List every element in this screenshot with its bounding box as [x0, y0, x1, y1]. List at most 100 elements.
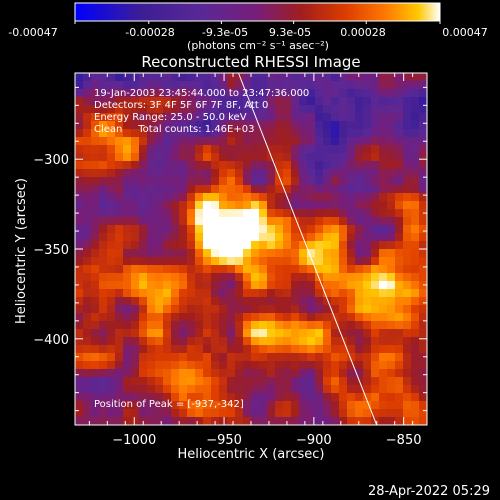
heatmap-cell — [363, 113, 372, 122]
heatmap-cell — [323, 185, 332, 194]
heatmap-cell — [211, 377, 220, 386]
heatmap-cell — [99, 273, 108, 282]
heatmap-cell — [243, 153, 252, 162]
heatmap-cell — [315, 305, 324, 314]
heatmap-cell — [155, 401, 164, 410]
heatmap-cell — [267, 321, 276, 330]
heatmap-cell — [315, 217, 324, 226]
heatmap-cell — [419, 233, 427, 242]
heatmap-cell — [147, 113, 156, 122]
heatmap-cell — [275, 193, 284, 202]
heatmap-cell — [227, 153, 236, 162]
heatmap-cell — [331, 361, 340, 370]
heatmap-cell — [275, 385, 284, 394]
heatmap-cell — [107, 193, 116, 202]
heatmap-cell — [83, 169, 92, 178]
heatmap-cell — [315, 257, 324, 266]
heatmap-cell — [363, 161, 372, 170]
heatmap-cell — [283, 369, 292, 378]
heatmap-cell — [315, 153, 324, 162]
heatmap-cell — [411, 145, 420, 154]
heatmap-cell — [75, 297, 84, 306]
heatmap-cell — [251, 161, 260, 170]
heatmap-cell — [387, 73, 396, 82]
heatmap-cell — [83, 329, 92, 338]
heatmap-cell — [235, 97, 244, 106]
heatmap-cell — [99, 137, 108, 146]
heatmap-cell — [163, 193, 172, 202]
heatmap-cell — [195, 401, 204, 410]
heatmap-cell — [107, 297, 116, 306]
heatmap-cell — [315, 169, 324, 178]
heatmap-cell — [355, 273, 364, 282]
heatmap-cell — [355, 217, 364, 226]
heatmap-cell — [139, 73, 148, 82]
heatmap-cell — [323, 129, 332, 138]
heatmap-cell — [147, 89, 156, 98]
heatmap-cell — [347, 169, 356, 178]
heatmap-cell — [355, 329, 364, 338]
heatmap-cell — [403, 225, 412, 234]
heatmap-cell — [187, 73, 196, 82]
heatmap-cell — [171, 385, 180, 394]
heatmap-cell — [179, 321, 188, 330]
heatmap-cell — [211, 193, 220, 202]
heatmap-cell — [387, 233, 396, 242]
heatmap-cell — [123, 265, 132, 274]
heatmap-cell — [243, 185, 252, 194]
timestamp: 28-Apr-2022 05:29 — [368, 484, 490, 499]
heatmap-cell — [75, 289, 84, 298]
heatmap-cell — [107, 377, 116, 386]
heatmap-cell — [363, 321, 372, 330]
heatmap-cell — [339, 289, 348, 298]
heatmap-cell — [163, 313, 172, 322]
heatmap-cell — [275, 257, 284, 266]
heatmap-cell — [275, 417, 284, 425]
heatmap-cell — [171, 241, 180, 250]
heatmap-cell — [99, 217, 108, 226]
heatmap-cell — [139, 289, 148, 298]
heatmap-cell — [323, 89, 332, 98]
heatmap-cell — [91, 281, 100, 290]
heatmap-cell — [259, 385, 268, 394]
heatmap-cell — [107, 201, 116, 210]
heatmap-cell — [395, 241, 404, 250]
heatmap-cell — [355, 145, 364, 154]
heatmap-cell — [395, 385, 404, 394]
heatmap-cell — [347, 345, 356, 354]
heatmap-cell — [403, 417, 412, 425]
heatmap-cell — [323, 401, 332, 410]
heatmap-cell — [259, 201, 268, 210]
heatmap-cell — [403, 305, 412, 314]
heatmap-cell — [115, 129, 124, 138]
heatmap-cell — [339, 345, 348, 354]
heatmap-cell — [363, 145, 372, 154]
heatmap-cell — [235, 353, 244, 362]
heatmap-cell — [91, 113, 100, 122]
heatmap-cell — [283, 409, 292, 418]
heatmap-cell — [123, 305, 132, 314]
heatmap-cell — [131, 169, 140, 178]
heatmap-cell — [291, 409, 300, 418]
heatmap-cell — [83, 353, 92, 362]
heatmap-cell — [83, 257, 92, 266]
heatmap-cell — [403, 273, 412, 282]
heatmap-cell — [291, 177, 300, 186]
heatmap-cell — [187, 401, 196, 410]
heatmap-cell — [259, 353, 268, 362]
heatmap-cell — [403, 265, 412, 274]
heatmap-cell — [331, 321, 340, 330]
heatmap-cell — [155, 121, 164, 130]
heatmap-cell — [387, 137, 396, 146]
heatmap-cell — [395, 273, 404, 282]
heatmap-cell — [299, 137, 308, 146]
heatmap-cell — [355, 337, 364, 346]
heatmap-cell — [419, 305, 427, 314]
heatmap-cell — [387, 121, 396, 130]
heatmap-cell — [387, 273, 396, 282]
heatmap-cell — [395, 329, 404, 338]
heatmap-cell — [227, 377, 236, 386]
heatmap-cell — [395, 73, 404, 82]
heatmap-cell — [107, 329, 116, 338]
heatmap-cell — [339, 321, 348, 330]
